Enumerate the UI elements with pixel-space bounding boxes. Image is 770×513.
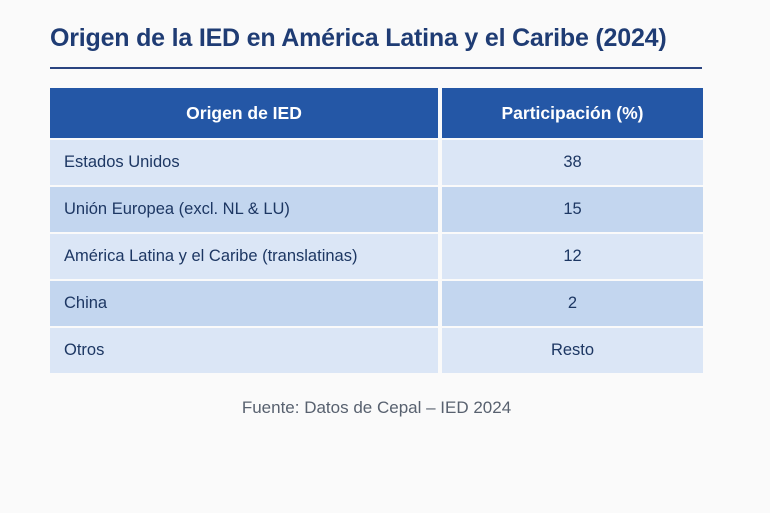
table-cell-share: 2 xyxy=(442,281,703,326)
table-cell-share: 12 xyxy=(442,234,703,279)
ied-origin-table: Origen de IED Participación (%) Estados … xyxy=(50,88,703,373)
table-cell-origin: Estados Unidos xyxy=(50,140,438,185)
table-cell-share: Resto xyxy=(442,328,703,373)
table-cell-origin: China xyxy=(50,281,438,326)
table-cell-origin: Unión Europea (excl. NL & LU) xyxy=(50,187,438,232)
title-divider xyxy=(50,67,702,69)
table-cell-share: 15 xyxy=(442,187,703,232)
column-header-origin: Origen de IED xyxy=(50,88,438,138)
source-caption: Fuente: Datos de Cepal – IED 2024 xyxy=(241,398,512,417)
table-cell-origin: Otros xyxy=(50,328,438,373)
column-header-share: Participación (%) xyxy=(442,88,703,138)
page-title: Origen de la IED en América Latina y el … xyxy=(50,24,667,52)
table-cell-origin: América Latina y el Caribe (translatinas… xyxy=(50,234,438,279)
table-cell-share: 38 xyxy=(442,140,703,185)
